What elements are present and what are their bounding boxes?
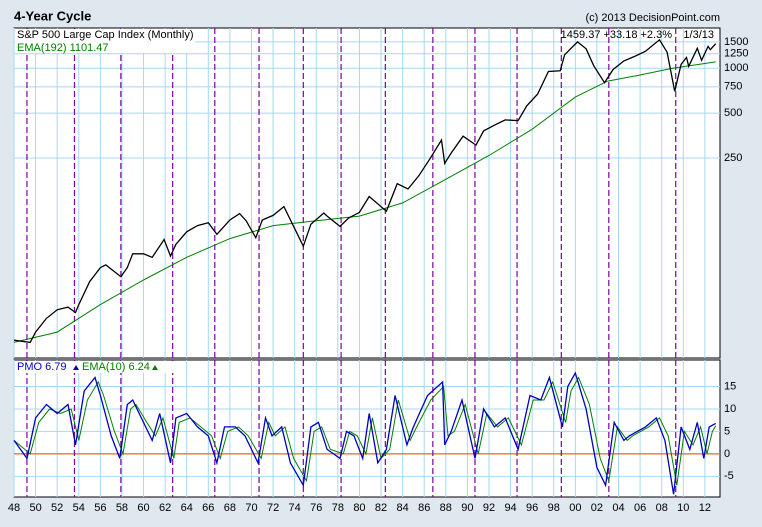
x-tick-label: 90 <box>461 502 473 514</box>
x-tick-label: 12 <box>699 502 711 514</box>
y-tick-label: 1250 <box>724 48 748 60</box>
legend-ema: EMA(192) 1101.47 <box>17 42 109 54</box>
x-tick-label: 10 <box>677 502 689 514</box>
series-line <box>13 371 717 495</box>
y-tick-label: 15 <box>724 380 736 392</box>
x-tick-label: 82 <box>375 502 387 514</box>
header-stats: 1459.37 +33.18 +2.3% <box>561 29 673 41</box>
up-arrow <box>152 365 158 370</box>
x-tick-label: 64 <box>181 502 193 514</box>
x-tick-label: 92 <box>483 502 495 514</box>
chart-title: 4-Year Cycle <box>14 8 91 23</box>
up-arrow <box>73 365 79 370</box>
legend-pmo-ema: EMA(10) 6.24 <box>82 361 150 373</box>
x-tick-label: 58 <box>116 502 128 514</box>
x-tick-label: 86 <box>418 502 430 514</box>
x-tick-label: 04 <box>612 502 624 514</box>
source: (c) 2013 DecisionPoint.com <box>585 12 720 24</box>
x-tick-label: 62 <box>159 502 171 514</box>
y-tick-label: 750 <box>724 81 742 93</box>
x-tick-label: 66 <box>202 502 214 514</box>
x-tick-label: 68 <box>224 502 236 514</box>
x-tick-label: 08 <box>656 502 668 514</box>
x-tick-label: 76 <box>310 502 322 514</box>
series-line <box>13 61 716 343</box>
y-tick-label: 5 <box>724 425 730 437</box>
y-tick-label: 1500 <box>724 36 748 48</box>
series-line <box>13 38 717 344</box>
x-tick-label: 96 <box>526 502 538 514</box>
y-tick-label: 500 <box>724 107 742 119</box>
x-tick-label: 72 <box>267 502 279 514</box>
y-tick-label: -5 <box>724 470 734 482</box>
y-tick-label: 0 <box>724 448 730 460</box>
x-tick-label: 98 <box>548 502 560 514</box>
legend-price: S&P 500 Large Cap Index (Monthly) <box>17 29 194 41</box>
y-tick-label: 10 <box>724 403 736 415</box>
price-panel <box>13 27 721 359</box>
x-tick-label: 70 <box>245 502 257 514</box>
x-tick-label: 48 <box>8 502 20 514</box>
x-tick-label: 06 <box>634 502 646 514</box>
x-tick-label: 88 <box>440 502 452 514</box>
x-tick-label: 52 <box>51 502 63 514</box>
header-date: 1/3/13 <box>683 29 714 41</box>
legend-box <box>15 29 195 53</box>
x-tick-label: 74 <box>289 502 301 514</box>
x-tick-label: 78 <box>332 502 344 514</box>
series-line <box>13 376 717 486</box>
x-tick-label: 94 <box>504 502 516 514</box>
x-tick-label: 60 <box>137 502 149 514</box>
x-tick-label: 00 <box>569 502 581 514</box>
x-tick-label: 54 <box>73 502 85 514</box>
legend-box-pmo <box>15 361 185 373</box>
x-tick-label: 80 <box>353 502 365 514</box>
x-tick-label: 50 <box>29 502 41 514</box>
legend-pmo: PMO 6.79 <box>17 361 67 373</box>
y-tick-label: 250 <box>724 152 742 164</box>
x-tick-label: 84 <box>396 502 408 514</box>
x-tick-label: 02 <box>591 502 603 514</box>
y-tick-label: 1000 <box>724 62 748 74</box>
x-tick-label: 56 <box>94 502 106 514</box>
